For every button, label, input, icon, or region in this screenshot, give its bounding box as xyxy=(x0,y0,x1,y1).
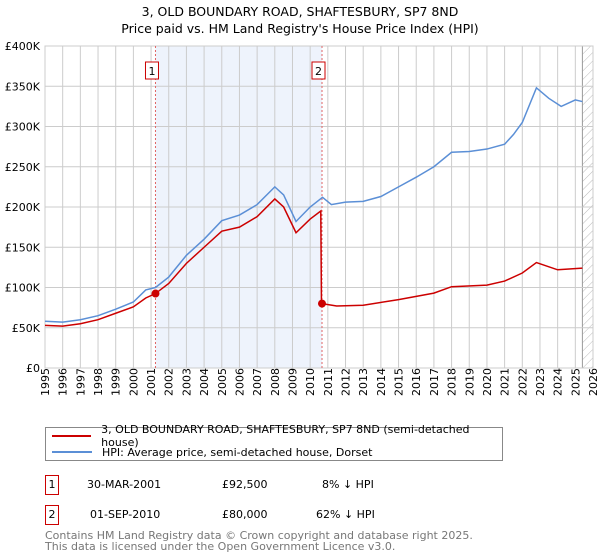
transaction-row: 1 30-MAR-2001 £92,500 8% ↓ HPI xyxy=(45,475,545,495)
x-tick-label: 2011 xyxy=(322,368,335,396)
x-tick-label: 2022 xyxy=(516,368,529,396)
y-tick-label: £50K xyxy=(12,322,41,335)
x-tick-label: 2021 xyxy=(499,368,512,396)
marker-badge: 1 xyxy=(45,475,59,495)
x-tick-label: 1999 xyxy=(110,368,123,396)
x-tick-label: 2016 xyxy=(410,368,423,396)
x-tick-label: 2004 xyxy=(198,368,211,396)
x-tick-label: 2020 xyxy=(481,368,494,396)
chart-subtitle: Price paid vs. HM Land Registry's House … xyxy=(121,21,479,36)
legend-item-property: 3, OLD BOUNDARY ROAD, SHAFTESBURY, SP7 8… xyxy=(52,423,502,449)
footer: Contains HM Land Registry data © Crown c… xyxy=(45,530,473,552)
transaction-price: £80,000 xyxy=(222,508,268,521)
x-tick-label: 2008 xyxy=(269,368,282,396)
x-tick-label: 2003 xyxy=(180,368,193,396)
y-tick-label: £400K xyxy=(5,40,41,53)
transaction-row: 2 01-SEP-2010 £80,000 62% ↓ HPI xyxy=(45,505,545,525)
legend-label: HPI: Average price, semi-detached house,… xyxy=(102,445,373,459)
transaction-date: 30-MAR-2001 xyxy=(87,478,162,491)
marker-label-box xyxy=(311,61,326,80)
x-tick-label: 2018 xyxy=(446,368,459,396)
marker-label: 1 xyxy=(148,65,155,78)
footer-line: Contains HM Land Registry data © Crown c… xyxy=(45,529,473,542)
y-tick-label: £100K xyxy=(5,282,41,295)
marker-label-box xyxy=(144,61,159,80)
y-tick-label: £250K xyxy=(5,161,41,174)
legend-item-hpi: HPI: Average price, semi-detached house,… xyxy=(52,445,372,459)
x-tick-label: 1998 xyxy=(92,368,105,396)
x-tick-label: 2009 xyxy=(286,368,299,396)
transaction-date: 01-SEP-2010 xyxy=(90,508,161,521)
x-tick-label: 2013 xyxy=(357,368,370,396)
x-tick-label: 2007 xyxy=(251,368,264,396)
plot-frame xyxy=(44,45,594,369)
x-tick-label: 2005 xyxy=(216,368,229,396)
y-tick-label: £150K xyxy=(5,241,41,254)
legend-label: 3, OLD BOUNDARY ROAD, SHAFTESBURY, SP7 8… xyxy=(101,423,470,449)
x-tick-label: 2001 xyxy=(145,368,158,396)
marker-label: 2 xyxy=(315,65,322,78)
x-tick-label: 2019 xyxy=(463,368,476,396)
marker-badge: 2 xyxy=(45,505,59,525)
x-tick-label: 2014 xyxy=(375,368,388,396)
x-tick-label: 2015 xyxy=(393,368,406,396)
series-line xyxy=(44,197,583,327)
x-tick-label: 2023 xyxy=(534,368,547,396)
y-tick-label: £300K xyxy=(5,121,41,134)
footer-line: This data is licensed under the Open Gov… xyxy=(45,540,396,553)
plot-area: 1995 1996 1997 1998 1999 2000 2001 2002 2003 2004… xyxy=(5,40,600,396)
sale-point xyxy=(318,299,327,308)
transaction-price: £92,500 xyxy=(222,478,268,491)
x-tick-label: 1996 xyxy=(57,368,70,396)
legend: 3, OLD BOUNDARY ROAD, SHAFTESBURY, SP7 8… xyxy=(45,423,503,461)
x-tick-label: 2000 xyxy=(127,368,140,396)
legend-swatch-blue xyxy=(52,451,92,453)
series-line xyxy=(44,86,583,323)
sale-point xyxy=(151,289,160,298)
x-tick-label: 2002 xyxy=(163,368,176,396)
chart-title: 3, OLD BOUNDARY ROAD, SHAFTESBURY, SP7 8… xyxy=(141,4,459,19)
x-tick-label: 2017 xyxy=(428,368,441,396)
transaction-hpi: 8% ↓ HPI xyxy=(322,478,374,491)
x-tick-label: 2025 xyxy=(569,368,582,396)
transaction-hpi: 62% ↓ HPI xyxy=(316,508,375,521)
x-tick-label: 2024 xyxy=(552,368,565,396)
x-tick-label: 2012 xyxy=(340,368,353,396)
y-tick-label: £350K xyxy=(5,80,41,93)
x-tick-label: 1995 xyxy=(39,368,52,396)
x-tick-label: 2006 xyxy=(233,368,246,396)
y-tick-label: £0 xyxy=(26,362,40,375)
legend-swatch-red xyxy=(52,435,92,437)
x-tick-label: 2010 xyxy=(304,368,317,396)
x-tick-label: 1997 xyxy=(74,368,87,396)
x-tick-label: 2026 xyxy=(587,368,600,396)
y-tick-label: £200K xyxy=(5,201,41,214)
